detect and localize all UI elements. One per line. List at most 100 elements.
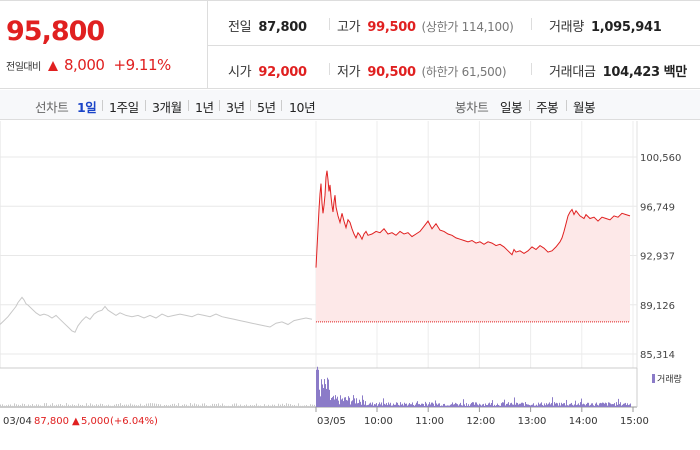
volume-bar — [576, 405, 577, 407]
volume-bar — [8, 404, 9, 407]
volume-bar — [6, 405, 7, 407]
volume-bar — [603, 402, 604, 407]
volume-bar — [166, 404, 167, 407]
volume-bar — [510, 403, 511, 407]
volume-bar — [580, 402, 581, 407]
volume-bar — [118, 404, 119, 407]
volume-bar — [270, 405, 271, 407]
volume-bar — [228, 405, 229, 407]
volume-bar — [341, 399, 342, 407]
volume-bar — [617, 404, 618, 407]
volume-bar — [629, 404, 630, 407]
volume-bar — [350, 404, 351, 407]
volume-bar — [606, 403, 607, 407]
volume-bar — [421, 403, 422, 407]
volume-bar — [473, 402, 474, 407]
volume-bar — [626, 405, 627, 407]
volume-bar — [172, 403, 173, 407]
volume-legend-icon — [652, 374, 655, 383]
volume-bar — [334, 399, 335, 407]
tab-range-3m[interactable]: 3개월 — [152, 100, 182, 115]
volume-bar — [612, 404, 613, 407]
volume-bar — [515, 404, 516, 407]
volume-bar — [100, 403, 101, 407]
tab-range-1d[interactable]: 1일 — [77, 100, 97, 115]
volume-bar — [440, 405, 441, 407]
tab-range-5y[interactable]: 5년 — [257, 100, 276, 115]
tab-candle-monthly[interactable]: 월봉 — [573, 100, 596, 115]
volume-bar — [469, 405, 470, 407]
volume-bar — [420, 405, 421, 407]
volume-bar — [30, 405, 31, 407]
volume-bar — [572, 404, 573, 407]
volume-bar — [112, 405, 113, 407]
volume-bar — [501, 403, 502, 407]
volume-bar — [377, 405, 378, 407]
tab-candle-daily[interactable]: 일봉 — [500, 100, 523, 115]
x-axis: 10:00 11:00 12:00 13:00 14:00 15:00 03/04 87,… — [3, 407, 649, 427]
volume-bar — [582, 404, 583, 407]
volume-bar — [246, 404, 247, 407]
volume-bar — [481, 405, 482, 407]
stat-open: 시가 92,000 — [228, 61, 307, 80]
prev-day-change-pct: (+6.04%) — [110, 416, 158, 427]
volume-bar — [528, 404, 529, 407]
volume-legend: 거래량 — [657, 373, 682, 385]
volume-bar — [168, 405, 169, 407]
volume-bar — [560, 405, 561, 407]
volume-bar — [290, 404, 291, 407]
volume-bar — [413, 405, 414, 407]
volume-bar — [94, 405, 95, 407]
volume-bar — [470, 404, 471, 407]
volume-bar — [48, 405, 49, 407]
lower-limit: (하한가 61,500) — [421, 65, 507, 79]
volume-bar — [90, 403, 91, 407]
volume-bar — [395, 404, 396, 407]
volume-bar — [595, 403, 596, 407]
volume-bar — [426, 403, 427, 407]
volume-bar — [294, 404, 295, 407]
tab-range-10y[interactable]: 10년 — [289, 100, 316, 115]
volume-bar — [32, 403, 33, 407]
volume-bar — [453, 404, 454, 407]
volume-bar — [252, 405, 253, 407]
volume-bar — [414, 405, 415, 407]
volume-bar — [20, 405, 21, 407]
price-chart[interactable]: 100,560 96,749 92,937 89,126 85,314 거래량 … — [0, 121, 700, 450]
volume-bar — [325, 384, 326, 407]
volume-bar — [96, 404, 97, 407]
volume-bar — [553, 405, 554, 407]
stat-value: 90,500 — [367, 65, 416, 80]
quote-header: 95,800 전일대비 8,000 +9.11% 전일 87,800 고가 99,5… — [0, 0, 700, 89]
volume-bar — [484, 405, 485, 407]
volume-bar — [411, 404, 412, 407]
volume-bar — [344, 397, 345, 407]
tab-candle-weekly[interactable]: 주봉 — [536, 100, 559, 115]
volume-bar — [376, 403, 377, 407]
volume-bar — [459, 404, 460, 407]
volume-bar — [16, 404, 17, 407]
tab-range-1y[interactable]: 1년 — [195, 100, 214, 115]
volume-bar — [42, 405, 43, 407]
volume-bar — [347, 400, 348, 407]
tab-range-1w[interactable]: 1주일 — [109, 100, 139, 115]
volume-bar — [258, 405, 259, 407]
stat-value: 104,423 — [602, 65, 660, 80]
volume-bar — [461, 405, 462, 407]
volume-bar — [545, 405, 546, 407]
stat-label: 시가 — [228, 65, 252, 80]
x-tick-label: 10:00 — [364, 416, 393, 427]
volume-bar — [415, 404, 416, 407]
volume-bar — [10, 404, 11, 407]
volume-bar — [404, 402, 405, 407]
volume-bar — [114, 404, 115, 407]
volume-bar — [439, 403, 440, 407]
volume-bar — [563, 403, 564, 407]
volume-bar — [599, 403, 600, 407]
volume-bar — [447, 405, 448, 407]
tab-range-3y[interactable]: 3년 — [226, 100, 245, 115]
volume-bar — [194, 403, 195, 407]
stat-high: 고가 99,500 (상한가 114,100) — [337, 16, 514, 35]
volume-bar — [120, 403, 121, 407]
volume-bar — [520, 403, 521, 407]
